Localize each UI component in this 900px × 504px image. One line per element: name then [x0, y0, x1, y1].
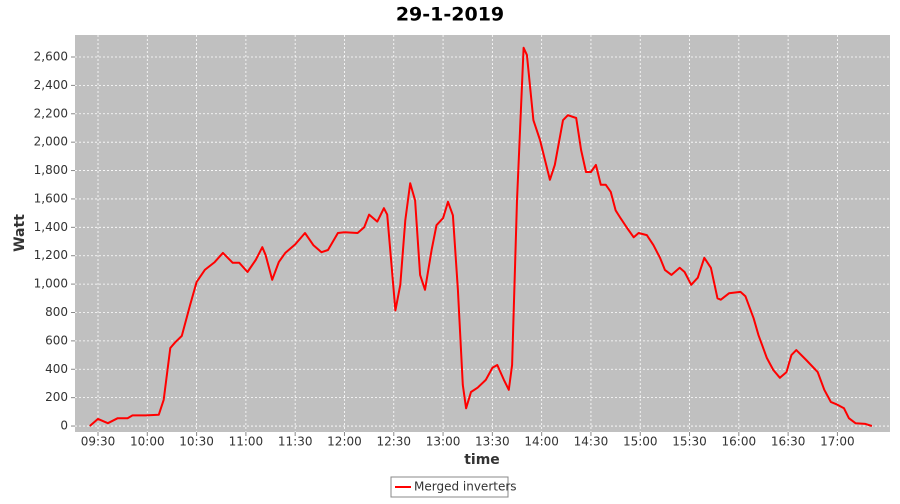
- x-tick-label: 13:30: [475, 435, 510, 449]
- y-tick-label: 1,400: [34, 220, 68, 234]
- x-tick-label: 10:30: [179, 435, 214, 449]
- plot-area: [75, 35, 890, 432]
- y-tick-label: 0: [60, 419, 68, 433]
- y-tick-label: 1,800: [34, 163, 68, 177]
- y-tick-label: 1,000: [34, 277, 68, 291]
- y-tick-label: 800: [45, 305, 68, 319]
- y-tick-label: 2,000: [34, 135, 68, 149]
- x-tick-label: 14:30: [574, 435, 609, 449]
- y-tick-label: 2,400: [34, 78, 68, 92]
- y-axis-label: Watt: [12, 214, 28, 252]
- x-tick-label: 11:00: [229, 435, 264, 449]
- x-tick-label: 11:30: [278, 435, 313, 449]
- x-tick-label: 13:00: [426, 435, 461, 449]
- y-tick-label: 600: [45, 333, 68, 347]
- x-tick-label: 15:30: [672, 435, 707, 449]
- x-tick-label: 16:30: [771, 435, 806, 449]
- y-tick-label: 2,600: [34, 50, 68, 64]
- chart-title: 29-1-2019: [396, 4, 504, 26]
- x-tick-label: 09:30: [81, 435, 116, 449]
- x-tick-label: 10:00: [130, 435, 165, 449]
- x-tick-label: 14:00: [524, 435, 559, 449]
- x-tick-label: 16:00: [722, 435, 757, 449]
- legend-label: Merged inverters: [414, 480, 517, 494]
- x-tick-label: 17:00: [820, 435, 855, 449]
- y-tick-label: 1,600: [34, 191, 68, 205]
- y-tick-label: 200: [45, 390, 68, 404]
- x-tick-label: 12:00: [327, 435, 362, 449]
- y-tick-label: 1,200: [34, 248, 68, 262]
- x-tick-label: 15:00: [623, 435, 658, 449]
- x-tick-label: 12:30: [376, 435, 411, 449]
- data-line: [89, 46, 873, 427]
- x-axis-label: time: [464, 452, 500, 468]
- y-tick-label: 2,200: [34, 106, 68, 120]
- legend-box: [390, 476, 509, 498]
- y-tick-label: 400: [45, 362, 68, 376]
